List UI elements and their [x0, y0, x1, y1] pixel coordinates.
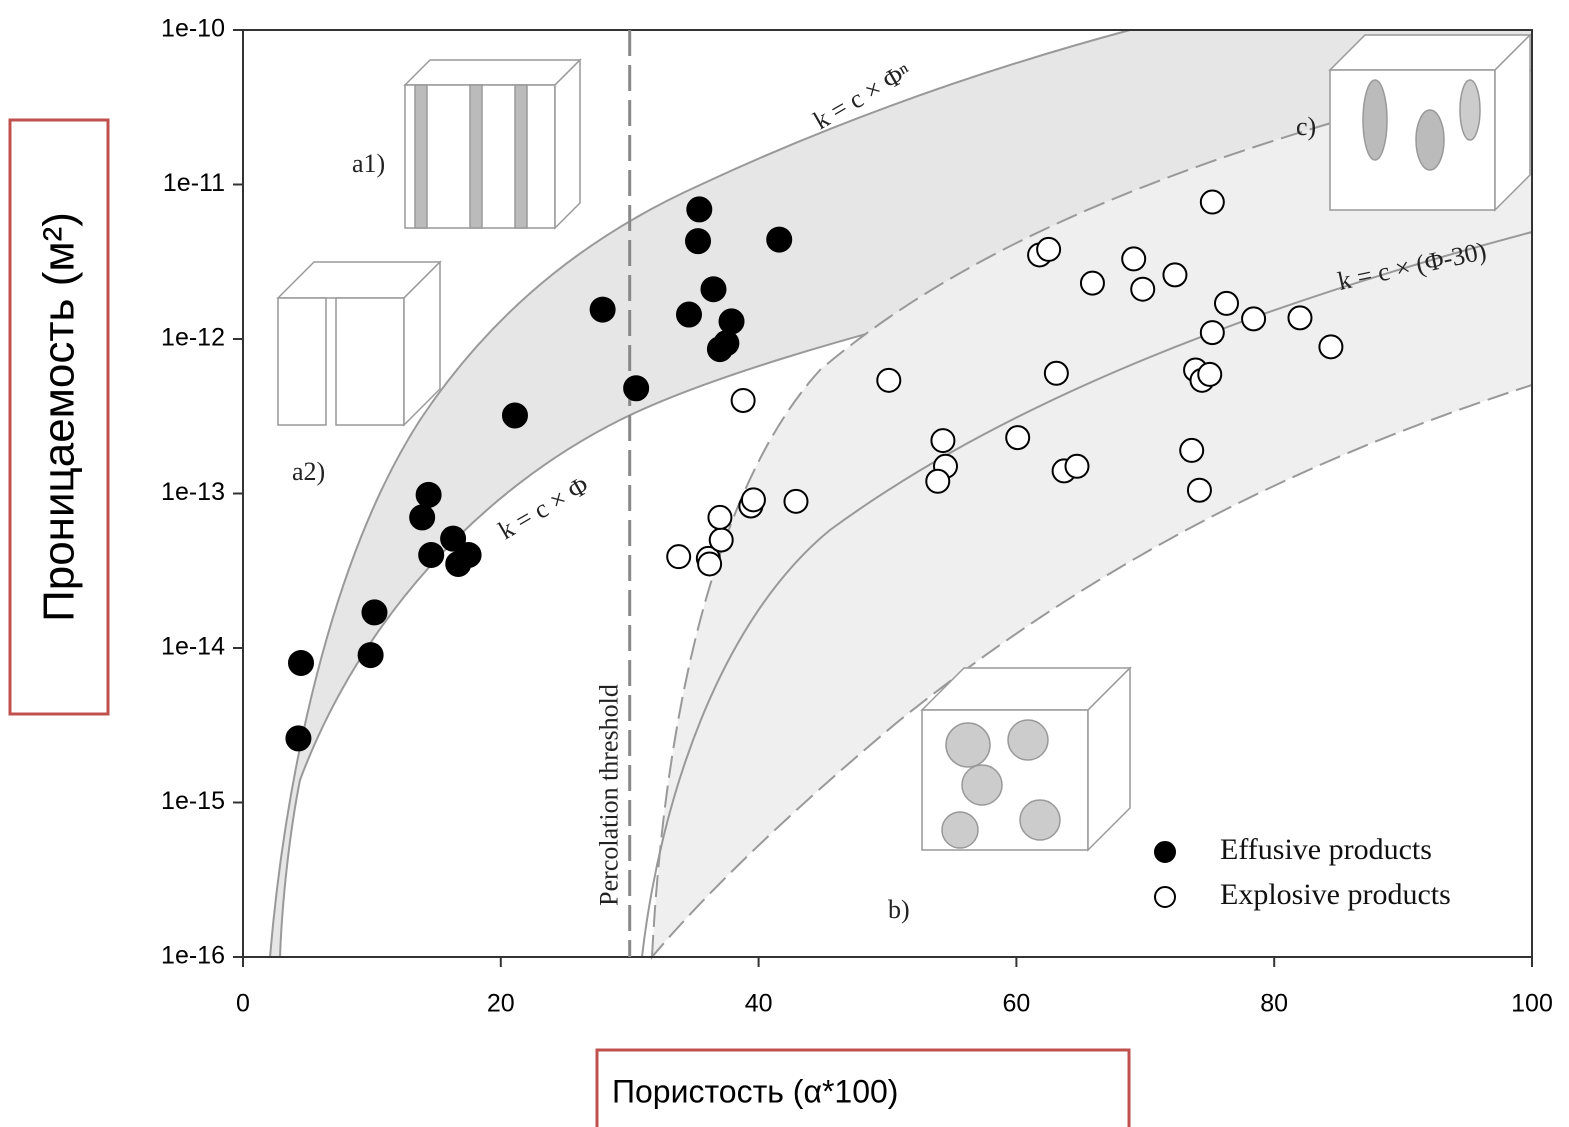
point	[718, 308, 745, 335]
point	[1318, 334, 1344, 360]
point	[783, 488, 809, 514]
threshold-label: Percolation threshold	[595, 684, 624, 906]
annotation: c)	[1296, 112, 1316, 141]
point	[1130, 276, 1156, 302]
y-tick-label: 1e-11	[163, 169, 225, 197]
point	[1005, 425, 1031, 451]
point	[1199, 189, 1225, 215]
point	[730, 387, 756, 413]
point	[666, 544, 692, 570]
point	[501, 402, 528, 429]
point	[700, 276, 727, 303]
point	[288, 649, 315, 676]
y-label-box	[8, 118, 110, 716]
inset-c	[1328, 33, 1532, 212]
point	[1079, 270, 1105, 296]
legend-label: Explosive products	[1220, 878, 1451, 911]
y-axis-label: Проницаемость (м²)	[35, 212, 84, 622]
x-tick-label: 20	[487, 990, 515, 1018]
point	[706, 336, 733, 363]
y-tick-label: 1e-15	[161, 787, 225, 815]
point	[409, 504, 436, 531]
inset-a2	[276, 260, 442, 427]
point	[285, 725, 312, 752]
point	[1186, 477, 1212, 503]
point	[361, 599, 388, 626]
annotation: b)	[888, 895, 910, 924]
x-tick-label: 80	[1260, 990, 1288, 1018]
x-tick-label: 100	[1511, 990, 1553, 1018]
point	[589, 296, 616, 323]
point	[675, 301, 702, 328]
point	[1121, 246, 1147, 272]
point	[623, 375, 650, 402]
point	[708, 527, 734, 553]
x-tick-label: 60	[1002, 990, 1030, 1018]
annotation: a2)	[292, 457, 325, 486]
point	[455, 541, 482, 568]
point	[766, 226, 793, 253]
point	[1241, 306, 1267, 332]
point	[440, 525, 467, 552]
y-tick-label: 1e-16	[161, 942, 225, 970]
point	[1197, 361, 1223, 387]
point	[707, 504, 733, 530]
point	[685, 228, 712, 255]
explosive-band	[650, 68, 1533, 960]
point	[686, 196, 713, 223]
explosive-mid-curve	[641, 231, 1533, 958]
point	[876, 367, 902, 393]
point	[1287, 305, 1313, 331]
y-tick-label: 1e-10	[161, 15, 225, 43]
point	[357, 642, 384, 669]
inset-a1	[403, 58, 582, 230]
point	[1036, 236, 1062, 262]
point	[1214, 290, 1240, 316]
point	[930, 428, 956, 454]
x-axis-label: Пористость (α*100)	[612, 1073, 898, 1109]
x-tick-label: 40	[745, 990, 773, 1018]
annotation: a1)	[352, 149, 385, 178]
inset-b	[920, 666, 1132, 852]
point	[418, 541, 445, 568]
y-tick-label: 1e-14	[161, 633, 225, 661]
y-tick-label: 1e-12	[161, 324, 225, 352]
point	[697, 551, 723, 577]
point	[1162, 262, 1188, 288]
point	[925, 468, 951, 494]
x-tick-label: 0	[236, 990, 250, 1018]
point	[1064, 453, 1090, 479]
point	[740, 487, 766, 513]
y-tick-label: 1e-13	[161, 478, 225, 506]
point	[1179, 437, 1205, 463]
point	[415, 481, 442, 508]
point	[1199, 320, 1225, 346]
point	[1043, 360, 1069, 386]
x-label-box	[595, 1048, 1131, 1127]
bands	[268, 29, 1533, 960]
legend-marker	[1154, 841, 1176, 863]
legend-marker	[1154, 886, 1176, 908]
legend-label: Effusive products	[1220, 833, 1432, 866]
